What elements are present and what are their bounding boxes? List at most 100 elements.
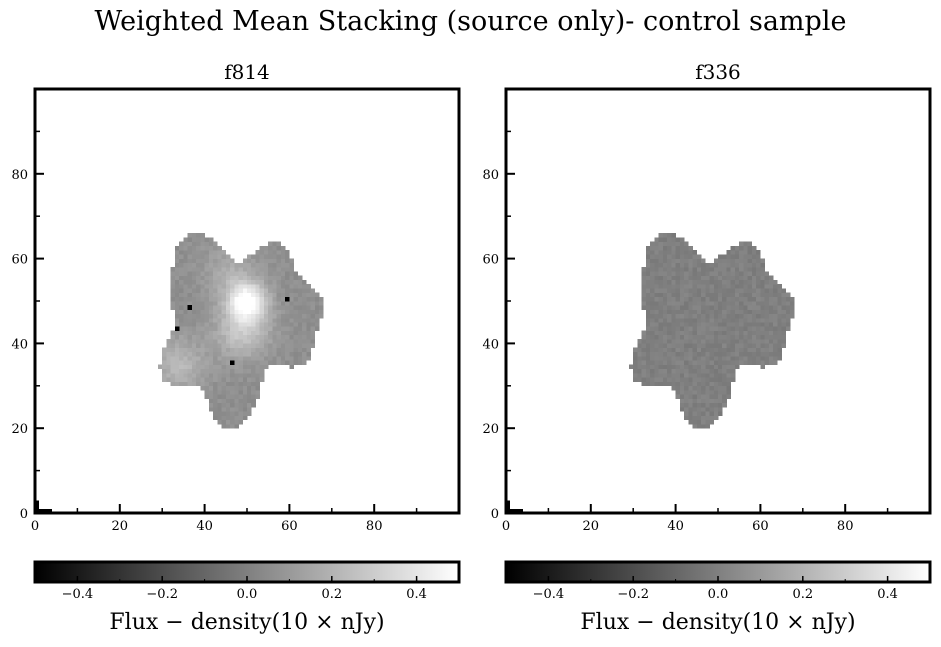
pixel bbox=[688, 385, 693, 391]
pixel bbox=[734, 301, 740, 306]
pixel bbox=[297, 279, 303, 285]
pixel bbox=[280, 292, 286, 298]
pixel bbox=[221, 284, 227, 289]
pixel bbox=[225, 419, 231, 425]
pixel bbox=[297, 305, 303, 310]
pixel bbox=[221, 339, 227, 344]
pixel bbox=[743, 241, 748, 247]
pixel bbox=[200, 296, 205, 302]
pixel bbox=[242, 313, 248, 319]
pixel bbox=[230, 419, 235, 425]
pixel bbox=[756, 279, 761, 285]
pixel bbox=[705, 339, 710, 344]
pixel bbox=[310, 317, 316, 323]
pixel bbox=[302, 284, 307, 289]
pixel bbox=[204, 301, 210, 306]
pixel bbox=[225, 326, 231, 331]
pixel bbox=[196, 271, 201, 276]
pixel bbox=[790, 313, 795, 319]
pixel bbox=[187, 254, 193, 259]
pixel bbox=[225, 377, 231, 382]
pixel bbox=[276, 279, 282, 285]
pixel bbox=[760, 275, 765, 281]
pixel bbox=[208, 343, 214, 348]
pixel bbox=[709, 284, 715, 289]
pixel bbox=[187, 330, 193, 336]
pixel bbox=[777, 330, 782, 336]
pixel bbox=[692, 292, 698, 298]
pixel bbox=[242, 377, 248, 382]
pixel bbox=[285, 322, 290, 327]
pixel bbox=[641, 279, 647, 285]
pixel bbox=[696, 373, 702, 378]
pixel bbox=[764, 292, 770, 298]
pixel bbox=[773, 351, 778, 357]
pixel bbox=[662, 334, 668, 340]
pixel bbox=[196, 322, 201, 327]
pixel bbox=[285, 317, 290, 323]
pixel bbox=[679, 330, 685, 336]
pixel bbox=[684, 351, 689, 357]
y-tick-label: 40 bbox=[482, 337, 499, 352]
pixel bbox=[688, 296, 693, 302]
pixel bbox=[747, 288, 753, 293]
pixel bbox=[251, 267, 256, 272]
pixel bbox=[777, 296, 782, 302]
pixel bbox=[662, 330, 668, 336]
pixel bbox=[213, 292, 218, 298]
pixel bbox=[251, 326, 256, 331]
pixel bbox=[242, 415, 248, 421]
pixel bbox=[259, 271, 265, 276]
pixel bbox=[654, 309, 659, 315]
pixel bbox=[242, 356, 248, 361]
pixel bbox=[701, 267, 706, 272]
pixel bbox=[263, 258, 269, 264]
pixel bbox=[675, 377, 681, 382]
pixel bbox=[191, 322, 197, 327]
pixel bbox=[722, 356, 727, 361]
pixel bbox=[191, 237, 197, 242]
pixel bbox=[701, 284, 706, 289]
pixel bbox=[705, 351, 710, 357]
pixel bbox=[662, 262, 668, 268]
pixel bbox=[709, 407, 715, 412]
pixel bbox=[747, 339, 753, 344]
pixel bbox=[645, 356, 651, 361]
pixel bbox=[230, 364, 235, 370]
pixel bbox=[242, 275, 248, 281]
pixel bbox=[705, 423, 710, 429]
pixel bbox=[760, 339, 765, 344]
pixel bbox=[314, 309, 320, 315]
pixel bbox=[213, 411, 218, 416]
pixel bbox=[675, 309, 681, 315]
pixel bbox=[696, 381, 702, 387]
pixel bbox=[204, 258, 210, 264]
pixel bbox=[650, 250, 655, 255]
pixel bbox=[170, 284, 176, 289]
pixel bbox=[213, 288, 218, 293]
heatmap-pixels bbox=[506, 233, 795, 513]
pixel bbox=[230, 377, 235, 382]
pixel bbox=[200, 322, 205, 327]
pixel bbox=[204, 288, 210, 293]
pixel bbox=[658, 284, 664, 289]
pixel bbox=[293, 301, 299, 306]
pixel bbox=[675, 322, 681, 327]
pixel bbox=[179, 296, 184, 302]
pixel bbox=[696, 313, 702, 319]
pixel bbox=[251, 394, 256, 399]
pixel bbox=[268, 343, 273, 348]
pixel bbox=[213, 262, 218, 268]
pixel bbox=[251, 334, 256, 340]
pixel bbox=[268, 254, 273, 259]
pixel bbox=[174, 267, 180, 272]
pixel bbox=[726, 262, 732, 268]
pixel bbox=[650, 292, 655, 298]
pixel bbox=[743, 292, 748, 298]
pixel bbox=[272, 313, 277, 319]
pixel bbox=[251, 373, 256, 378]
pixel bbox=[781, 317, 787, 323]
pixel bbox=[785, 326, 791, 331]
pixel bbox=[718, 377, 723, 382]
